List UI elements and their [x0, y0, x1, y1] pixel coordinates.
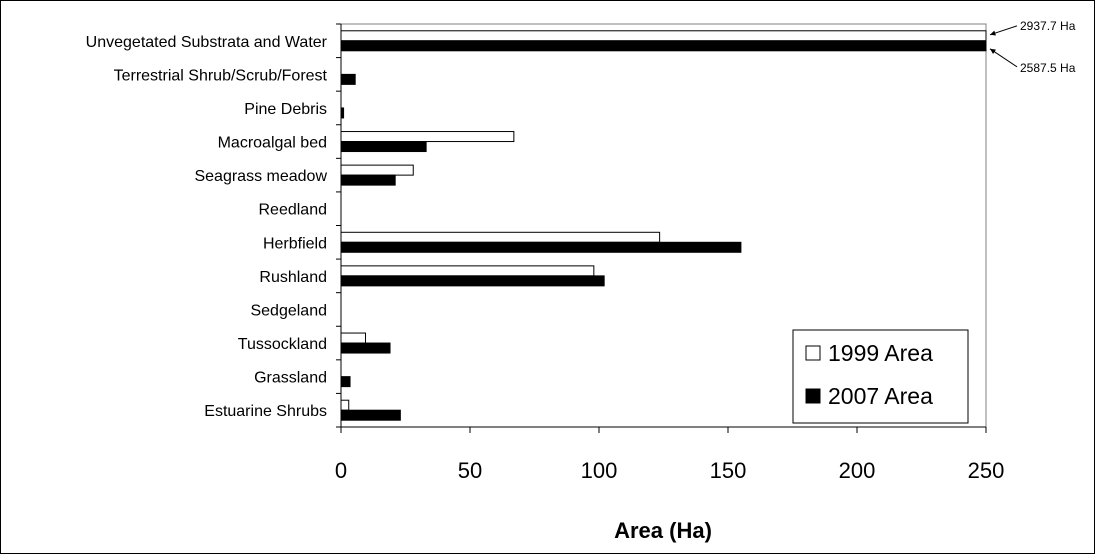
category-label: Reedland — [259, 202, 328, 219]
category-label: Herbfield — [263, 235, 327, 252]
bar-2007 — [340, 73, 356, 85]
bar-2007 — [340, 376, 351, 388]
bar-2007 — [340, 141, 427, 153]
bar-1999 — [340, 399, 350, 411]
x-axis-ticks: 0 50 100 150 200 250 — [335, 427, 1004, 483]
x-tick-label: 200 — [839, 458, 876, 483]
x-tick-label: 50 — [458, 458, 482, 483]
category-label: Rushland — [259, 269, 327, 286]
x-tick-label: 250 — [968, 458, 1005, 483]
bar-1999 — [340, 164, 414, 176]
annotations: 2937.7 Ha 2587.5 Ha — [989, 19, 1076, 75]
category-label: Terrestrial Shrub/Scrub/Forest — [114, 67, 328, 84]
plot-area — [336, 23, 987, 432]
bar-1999 — [340, 265, 595, 277]
bar-1999 — [340, 231, 661, 243]
bar-1999 — [340, 131, 515, 143]
annotation-1999-value: 2937.7 Ha — [1020, 19, 1076, 33]
x-axis-title: Area (Ha) — [614, 518, 712, 543]
x-tick-label: 100 — [581, 458, 618, 483]
category-label: Grassland — [254, 370, 327, 387]
annotation-arrow-1999-head — [990, 30, 996, 36]
category-label: Sedgeland — [250, 302, 327, 319]
legend-swatch-2007 — [805, 388, 821, 404]
bar-1999 — [340, 332, 367, 344]
legend-label-1999: 1999 Area — [828, 340, 933, 366]
x-tick-label: 150 — [710, 458, 747, 483]
legend-label-2007: 2007 Area — [828, 383, 933, 409]
annotation-2007-value: 2587.5 Ha — [1020, 61, 1076, 75]
bar-2007 — [340, 241, 742, 253]
legend-box — [792, 329, 969, 424]
category-label: Tussockland — [238, 336, 327, 353]
x-tick-label: 0 — [335, 458, 347, 483]
annotation-arrow-2007 — [989, 48, 1018, 68]
category-label: Unvegetated Substrata and Water — [86, 34, 328, 51]
category-label: Macroalgal bed — [218, 135, 327, 152]
legend-swatch-1999 — [805, 345, 821, 361]
bar-2007 — [340, 275, 605, 287]
category-labels: Unvegetated Substrata and Water Terrestri… — [86, 34, 328, 420]
legend: 1999 Area 2007 Area — [792, 329, 969, 424]
bar-2007 — [340, 40, 987, 52]
category-label: Seagrass meadow — [194, 168, 327, 185]
category-label: Pine Debris — [244, 101, 327, 118]
bar-2007 — [340, 342, 391, 354]
category-label: Estuarine Shrubs — [204, 403, 327, 420]
bar-2007 — [340, 174, 396, 186]
annotation-arrow-2007-head — [990, 48, 996, 54]
bars-group — [340, 30, 987, 421]
bar-1999 — [340, 30, 987, 42]
bar-2007 — [340, 409, 401, 421]
bar-2007 — [340, 107, 345, 119]
